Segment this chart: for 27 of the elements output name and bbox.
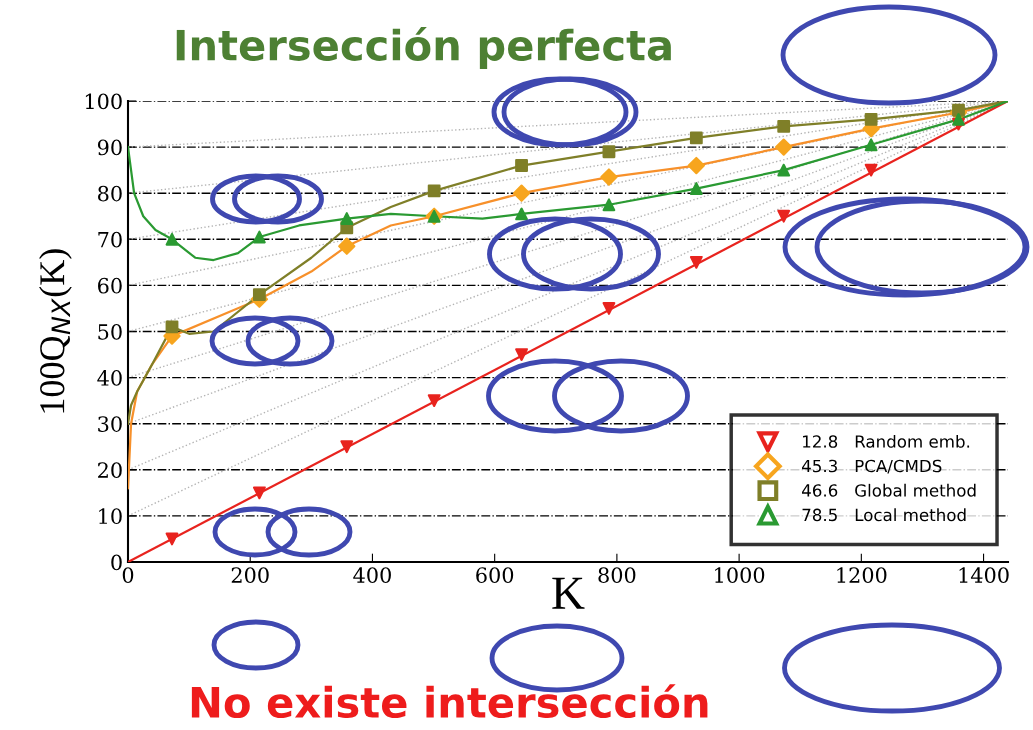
y-tick-label: 60: [98, 277, 122, 294]
x-tick-label: 800: [598, 567, 636, 583]
y-tick-label: 0: [111, 554, 122, 571]
legend-label: 78.5 Local method: [802, 508, 966, 522]
y-tick-label: 70: [98, 231, 122, 248]
y-axis-title: 100Q$_{NX}$(K): [39, 249, 72, 413]
chart-title: Intersección perfecta: [176, 27, 671, 69]
text: No existe intersección: [191, 684, 708, 719]
y-tick-label: 30: [98, 416, 122, 432]
legend-label: 46.6 Global method: [802, 483, 976, 497]
y-tick-label: 40: [97, 370, 122, 386]
y-tick-label: 20: [98, 462, 122, 479]
x-tick-label: 200: [231, 567, 269, 583]
x-tick-label: 600: [476, 567, 514, 583]
x-tick-label: 1000: [715, 567, 765, 583]
legend-label: 12.8 Random emb.: [803, 434, 970, 448]
y-tick-label: 10: [99, 508, 122, 525]
y-tick-label: 90: [97, 139, 122, 156]
y-tick-label: 50: [98, 323, 122, 340]
x-axis-title: K: [552, 577, 585, 609]
x-tick-label: 0: [122, 567, 134, 583]
legend-label: 45.3 PCA/CMDS: [802, 459, 942, 474]
x-tick-label: 1400: [959, 567, 1009, 583]
y-tick-label: 80: [98, 185, 122, 202]
y-tick-label: 100: [85, 93, 122, 110]
x-tick-label: 400: [353, 567, 391, 583]
x-tick-label: 1200: [837, 567, 887, 583]
